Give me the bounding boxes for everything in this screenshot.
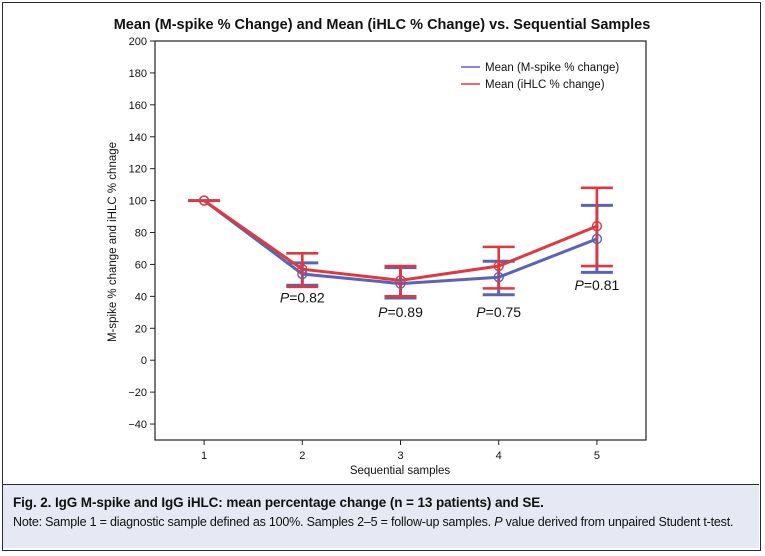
y-tick-label: 0 [141,355,147,367]
caption-note-prefix: Note: Sample 1 = diagnostic sample defin… [13,515,495,529]
p-value-annotations: P=0.82P=0.89 P=0.75P=0.81 [280,277,620,320]
y-axis-label: M-spike % change and iHLC % chnage [107,142,119,342]
legend: Mean (M-spike % change) Mean (iHLC % chan… [461,62,619,91]
figure-caption: Fig. 2. IgG M-spike and IgG iHLC: mean p… [3,484,759,548]
p-symbol: P [378,304,388,320]
chart: Mean (M-spike % Change) and Mean (iHLC %… [107,17,651,477]
p-value: =0.89 [387,304,423,320]
p-symbol: P [575,277,585,293]
data-point [493,272,504,283]
legend-entry: Mean (iHLC % change) [485,79,605,91]
caption-note: Note: Sample 1 = diagnostic sample defin… [13,515,749,529]
y-tick-label: 100 [129,196,147,208]
p-value-label: P=0.82 [280,290,325,306]
series-lines [203,199,598,286]
y-tick-label: 140 [129,132,147,144]
y-tick-label: 40 [135,291,147,303]
p-symbol: P [476,304,486,320]
data-point [395,278,406,289]
x-tick-label: 1 [201,450,207,462]
x-tick-label: 4 [496,450,502,462]
caption-note-suffix: value derived from unpaired Student t-te… [502,515,734,529]
y-tick-label: 180 [129,68,147,80]
series-line [203,199,598,286]
y-tick-label: 80 [135,228,147,240]
y-tick-label: 200 [129,36,147,48]
x-tick-label: 5 [594,450,600,462]
data-point [198,195,210,206]
y-tick-label: 20 [135,323,147,335]
data-point [297,264,308,275]
p-symbol: P [280,290,290,306]
legend-entry: Mean (M-spike % change) [485,62,619,74]
y-tick-label: −40 [128,419,147,431]
p-value-label: P=0.75 [476,304,521,320]
x-tick-label: 2 [299,450,305,462]
y-tick-label: 120 [129,164,147,176]
caption-note-p: P [494,515,503,529]
p-value: =0.82 [289,290,325,306]
y-tick-label: 160 [129,100,147,112]
y-tick-label: 60 [135,259,147,271]
x-tick-label: 3 [397,450,403,462]
data-point [395,275,406,286]
data-point [297,268,308,280]
data-point [591,233,603,245]
data-points [198,195,603,289]
p-value-label: P=0.89 [378,304,423,320]
p-value: =0.81 [584,277,620,293]
p-value: =0.75 [486,304,522,320]
axes: −40 −20 0 20 40 60 80 100 120 140 160 180 200 1 2 3 4 5 [128,36,647,462]
data-point [493,260,504,272]
plot-border [154,40,647,441]
x-axis-label: Sequential samples [350,465,451,477]
p-value-label: P=0.81 [575,277,620,293]
figure-frame: Mean (M-spike % Change) and Mean (iHLC %… [2,2,761,551]
chart-title: Mean (M-spike % Change) and Mean (iHLC %… [114,17,651,33]
y-tick-label: −20 [128,387,147,399]
series-line [203,199,598,282]
data-point [591,220,603,232]
caption-title: Fig. 2. IgG M-spike and IgG iHLC: mean p… [13,495,544,510]
